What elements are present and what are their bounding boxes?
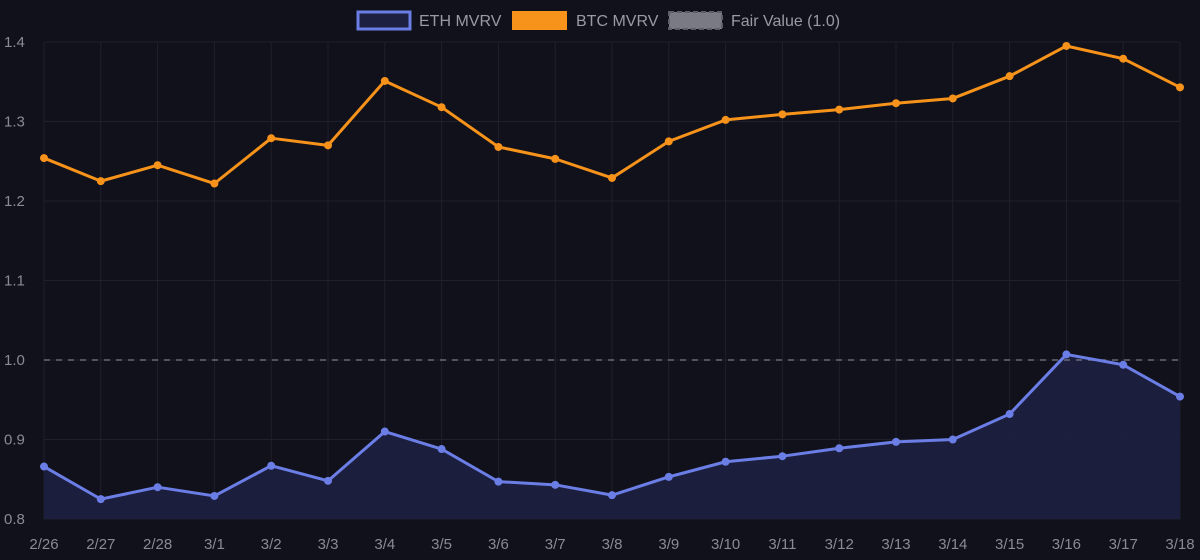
y-tick-label: 1.2 [4,193,25,210]
y-tick-label: 1.1 [4,273,25,290]
btc-data-point[interactable] [948,94,957,103]
eth-data-point[interactable] [551,480,560,489]
y-tick-label: 0.9 [4,432,25,449]
eth-data-point[interactable] [153,483,162,492]
x-tick-label: 3/11 [768,536,796,553]
legend-swatch-eth [356,10,412,31]
eth-data-point[interactable] [892,437,900,446]
eth-data-point[interactable] [721,457,730,466]
btc-data-point[interactable] [40,154,48,163]
btc-data-point[interactable] [153,161,162,170]
btc-data-point[interactable] [835,105,844,114]
legend-label-btc: BTC MVRV [576,13,659,30]
eth-data-point[interactable] [380,427,389,436]
btc-data-point[interactable] [210,179,219,188]
legend-item-eth[interactable]: ETH MVRV [356,10,502,31]
eth-data-point[interactable] [948,435,957,444]
x-tick-label: 3/10 [711,536,740,553]
btc-data-point[interactable] [664,137,673,146]
eth-data-point[interactable] [494,477,503,486]
x-tick-label: 3/2 [261,536,282,553]
x-tick-label: 2/26 [29,536,58,553]
x-tick-label: 3/5 [431,536,452,553]
y-tick-label: 1.0 [4,352,25,369]
x-tick-label: 3/13 [881,536,910,553]
btc-data-point[interactable] [778,110,787,119]
btc-data-point[interactable] [96,177,105,186]
btc-data-point[interactable] [494,142,503,151]
x-tick-label: 3/14 [938,536,967,553]
points-layer [40,41,1184,504]
legend-swatch-btc [512,11,567,30]
x-tick-label: 3/8 [602,536,623,553]
btc-data-point[interactable] [1119,54,1128,63]
eth-data-point[interactable] [1005,410,1014,419]
x-tick-label: 3/4 [374,536,395,553]
x-tick-label: 3/1 [204,536,225,553]
x-tick-label: 3/18 [1165,536,1194,553]
area-fill-layer [44,354,1180,519]
x-tick-label: 2/27 [86,536,115,553]
x-tick-label: 3/9 [658,536,679,553]
x-tick-label: 3/15 [995,536,1024,553]
x-tick-label: 3/6 [488,536,509,553]
btc-data-point[interactable] [267,134,276,143]
eth-area-fill [44,354,1180,519]
y-tick-label: 0.8 [4,511,25,528]
eth-data-point[interactable] [267,461,276,470]
x-tick-label: 3/12 [825,536,854,553]
btc-data-point[interactable] [1176,83,1184,92]
eth-data-point[interactable] [210,491,219,500]
x-tick-label: 3/7 [545,536,566,553]
axis-labels: 0.8 0.9 1.0 1.1 1.2 1.3 1.4 2/26 2/27 2/28 3/1 3/2 3… [4,34,1195,553]
btc-data-point[interactable] [551,154,560,163]
btc-data-point[interactable] [324,141,332,150]
eth-data-point[interactable] [324,476,332,485]
x-tick-label: 2/28 [143,536,172,553]
x-tick-label: 3/3 [318,536,339,553]
legend-label-fair-value: Fair Value (1.0) [731,13,840,30]
legend-item-fair-value[interactable]: Fair Value (1.0) [668,11,840,30]
eth-data-point[interactable] [437,445,446,454]
btc-data-point[interactable] [380,76,389,85]
x-tick-label: 3/16 [1052,536,1081,553]
eth-data-point[interactable] [96,495,105,504]
eth-data-point[interactable] [1062,350,1071,359]
eth-data-point[interactable] [1176,392,1184,401]
btc-data-point[interactable] [437,103,446,112]
legend[interactable]: ETH MVRV BTC MVRV Fair Value (1.0) [356,10,840,31]
legend-item-btc[interactable]: BTC MVRV [512,11,659,30]
x-tick-label: 3/17 [1109,536,1138,553]
btc-data-point[interactable] [721,115,730,124]
y-tick-label: 1.3 [4,114,25,131]
eth-data-point[interactable] [40,462,48,471]
eth-data-point[interactable] [778,452,787,461]
btc-data-point[interactable] [1005,72,1014,81]
eth-data-point[interactable] [835,444,844,453]
eth-data-point[interactable] [1119,360,1128,369]
btc-data-point[interactable] [608,173,616,182]
y-tick-label: 1.4 [4,34,25,51]
eth-data-point[interactable] [664,472,673,481]
eth-data-point[interactable] [608,491,616,500]
btc-data-point[interactable] [892,99,900,108]
btc-data-point[interactable] [1062,41,1071,50]
legend-label-eth: ETH MVRV [419,13,502,30]
legend-swatch-fair-value [668,11,723,30]
